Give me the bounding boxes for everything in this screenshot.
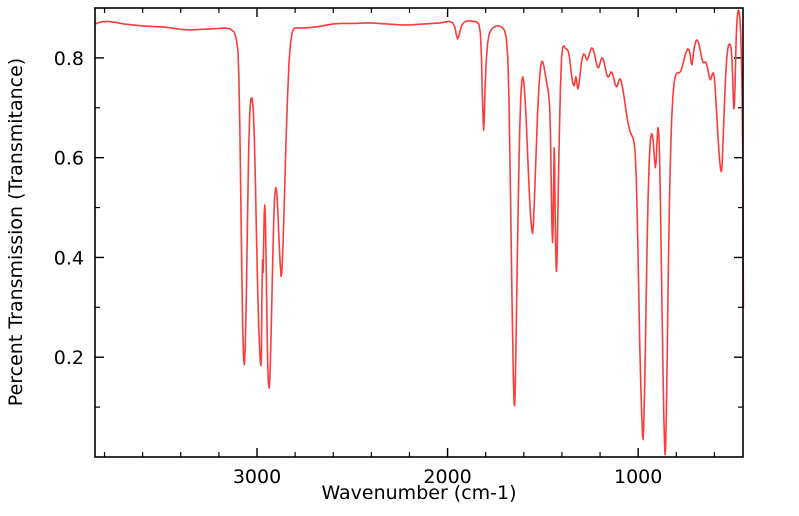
- y-tick-label: 0.6: [54, 148, 84, 170]
- y-tick-label: 0.8: [54, 48, 84, 70]
- x-axis-ticks: [103, 8, 716, 457]
- spectrum-line: [94, 9, 745, 456]
- x-tick-label: 1000: [614, 466, 662, 488]
- y-axis-ticks: [95, 57, 743, 408]
- x-tick-label: 3000: [233, 466, 281, 488]
- y-axis-tick-labels: 0.2 0.4 0.6 0.8: [54, 48, 84, 369]
- x-axis-title: Wavenumber (cm-1): [321, 482, 516, 504]
- x-axis-tick-labels: 3000 2000 1000: [233, 466, 663, 488]
- y-axis-title: Percent Transmission (Transmitance): [5, 58, 27, 406]
- y-tick-label: 0.2: [54, 347, 84, 369]
- x-tick-label: 2000: [423, 466, 471, 488]
- plot-frame: [94, 7, 744, 458]
- y-tick-label: 0.4: [54, 247, 84, 269]
